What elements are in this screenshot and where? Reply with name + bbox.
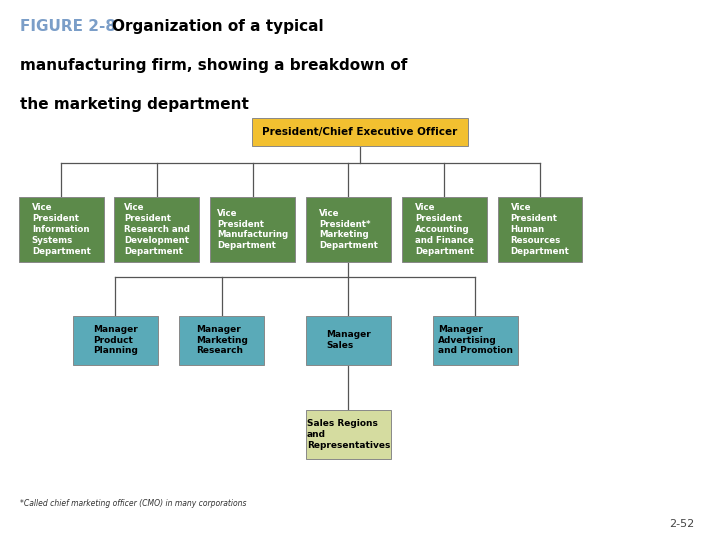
FancyBboxPatch shape — [402, 197, 487, 262]
Text: Vice
President
Accounting
and Finance
Department: Vice President Accounting and Finance De… — [415, 204, 474, 255]
Text: FIGURE 2-8: FIGURE 2-8 — [20, 19, 116, 34]
FancyBboxPatch shape — [433, 316, 518, 364]
Text: Manager
Marketing
Research: Manager Marketing Research — [196, 325, 248, 355]
FancyBboxPatch shape — [306, 197, 391, 262]
Text: Vice
President*
Marketing
Department: Vice President* Marketing Department — [319, 209, 378, 250]
Text: Vice
President
Human
Resources
Department: Vice President Human Resources Departmen… — [510, 204, 570, 255]
Text: 2-52: 2-52 — [670, 519, 695, 529]
Text: Vice
President
Research and
Development
Department: Vice President Research and Development … — [124, 204, 190, 255]
Text: Manager
Sales: Manager Sales — [326, 330, 371, 350]
Text: President/Chief Executive Officer: President/Chief Executive Officer — [262, 127, 458, 137]
Text: *Called chief marketing officer (CMO) in many corporations: *Called chief marketing officer (CMO) in… — [20, 498, 247, 508]
Text: Sales Regions
and
Representatives: Sales Regions and Representatives — [307, 420, 390, 450]
FancyBboxPatch shape — [252, 118, 468, 146]
FancyBboxPatch shape — [306, 316, 391, 364]
FancyBboxPatch shape — [498, 197, 582, 262]
Text: manufacturing firm, showing a breakdown of: manufacturing firm, showing a breakdown … — [20, 58, 408, 73]
Text: Vice
President
Manufacturing
Department: Vice President Manufacturing Department — [217, 209, 288, 250]
Text: the marketing department: the marketing department — [20, 97, 249, 112]
FancyBboxPatch shape — [179, 316, 264, 364]
FancyBboxPatch shape — [19, 197, 104, 262]
FancyBboxPatch shape — [73, 316, 158, 364]
Text: Vice
President
Information
Systems
Department: Vice President Information Systems Depar… — [32, 204, 91, 255]
Text: Manager
Advertising
and Promotion: Manager Advertising and Promotion — [438, 325, 513, 355]
FancyBboxPatch shape — [114, 197, 199, 262]
Text: Organization of a typical: Organization of a typical — [112, 19, 323, 34]
FancyBboxPatch shape — [306, 410, 391, 459]
Text: Manager
Product
Planning: Manager Product Planning — [93, 325, 138, 355]
FancyBboxPatch shape — [210, 197, 295, 262]
